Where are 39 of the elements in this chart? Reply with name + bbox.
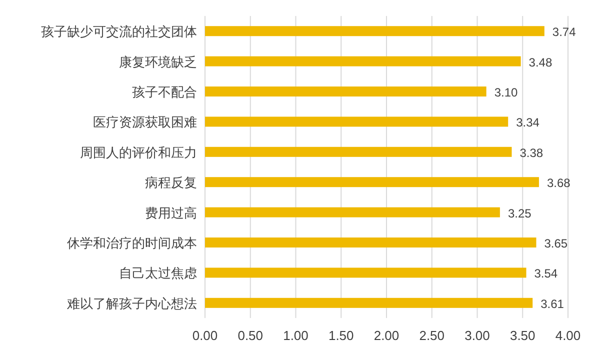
data-label: 3.54 [534, 266, 558, 281]
x-tick-label: 1.00 [283, 328, 308, 343]
bar [205, 86, 486, 96]
bar [205, 207, 500, 218]
bar [205, 268, 526, 278]
bar [205, 146, 512, 157]
y-tick-label: 医疗资源获取困难 [93, 114, 197, 130]
data-label: 3.74 [552, 25, 576, 40]
bar [205, 177, 539, 188]
data-label: 3.34 [516, 116, 540, 130]
x-tick-label: 0.50 [238, 328, 264, 343]
y-tick-label: 康复环境缺乏 [119, 54, 197, 70]
x-tick-label: 2.50 [419, 328, 445, 343]
bar [205, 26, 544, 36]
bar [205, 238, 536, 248]
bar [205, 56, 521, 66]
y-tick-label: 孩子不配合 [132, 84, 197, 100]
y-tick-label: 自己太过焦虑 [119, 266, 197, 281]
y-tick-label: 费用过高 [145, 205, 197, 220]
data-label: 3.10 [494, 86, 518, 100]
data-label: 3.38 [520, 146, 544, 160]
x-tick-label: 4.00 [555, 328, 581, 343]
y-tick-label: 休学和治疗的时间成本 [67, 236, 197, 250]
data-label: 3.48 [528, 55, 552, 70]
y-tick-label: 孩子缺少可交流的社交团体 [41, 24, 197, 40]
data-label: 3.65 [544, 236, 568, 250]
data-label: 3.61 [540, 296, 564, 311]
y-tick-label: 病程反复 [145, 175, 197, 190]
x-tick-label: 0.00 [192, 328, 218, 343]
x-tick-label: 2.00 [374, 328, 400, 343]
x-tick-label: 3.00 [464, 328, 490, 343]
y-tick-label: 难以了解孩子内心想法 [66, 296, 197, 311]
bar [205, 298, 533, 308]
data-label: 3.68 [546, 176, 571, 190]
bar [205, 116, 508, 127]
x-tick-label: 1.50 [328, 328, 354, 343]
y-tick-label: 周围人的评价和压力 [80, 144, 197, 160]
data-label: 3.25 [508, 206, 532, 220]
x-tick-label: 3.50 [510, 328, 536, 343]
